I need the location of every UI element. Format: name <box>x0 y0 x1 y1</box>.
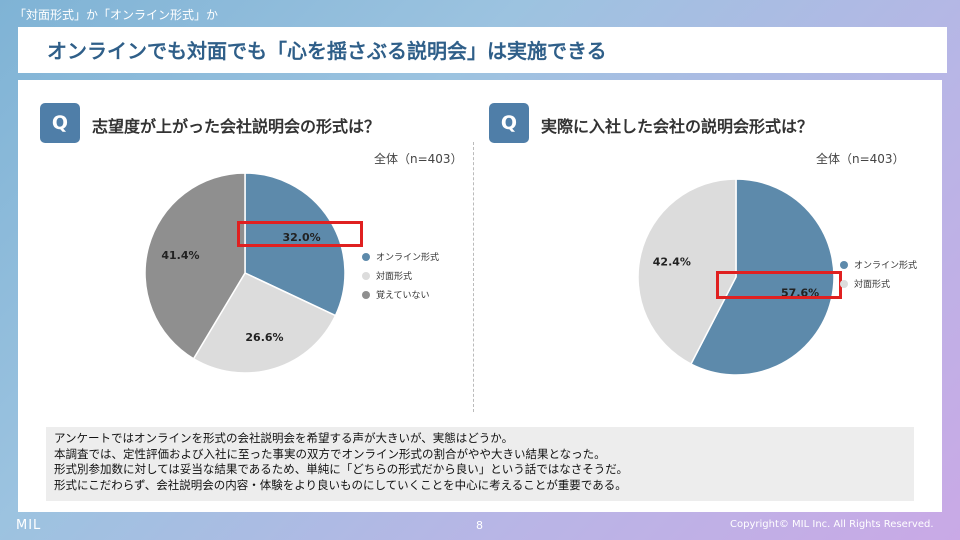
legend-item: オンライン形式 <box>362 247 439 266</box>
pie-slice <box>689 178 835 376</box>
legend-item: 覚えていない <box>362 285 439 304</box>
legend-label: オンライン形式 <box>376 253 440 263</box>
legend-right: オンライン形式 対面形式 <box>840 255 917 293</box>
divider <box>473 142 474 412</box>
legend-dot <box>362 252 370 261</box>
pie-data-label: 32.0% <box>282 231 320 244</box>
legend-item: 対面形式 <box>362 266 439 285</box>
page-number: 8 <box>476 519 483 532</box>
legend-left: オンライン形式 対面形式 覚えていない <box>362 247 439 304</box>
sample-size-left: 全体（n=403） <box>374 152 463 166</box>
mil-logo: MIL <box>16 518 42 533</box>
section-label: 「対面形式」か「オンライン形式」か <box>14 8 219 22</box>
content-panel: Q 志望度が上がった会社説明会の形式は？ 全体（n=403） 32.0% 26.6… <box>18 80 942 512</box>
summary-line: 形式にこだわらず、会社説明会の内容・体験をより良いものにしていくことを中心に考え… <box>54 477 627 492</box>
legend-label: 対面形式 <box>376 272 413 282</box>
page-title: オンラインでも対面でも「心を揺さぶる説明会」は実施できる <box>47 39 607 63</box>
pie-chart-left: 32.0% 26.6% 41.4% <box>144 172 346 374</box>
q-badge-right: Q <box>489 103 529 143</box>
pie-slice <box>192 272 337 374</box>
legend-item: オンライン形式 <box>840 255 917 274</box>
summary-line: 形式別参加数に対しては妥当な結果であるため、単純に「どちらの形式だから良い」とい… <box>54 462 628 476</box>
summary-line: アンケートではオンラインを形式の会社説明会を希望する声が大きいが、実態はどうか。 <box>54 431 514 445</box>
sample-size-right: 全体（n=403） <box>816 152 905 166</box>
legend-dot <box>840 260 848 269</box>
highlight-box-left <box>237 221 363 247</box>
question-left: 志望度が上がった会社説明会の形式は？ <box>92 117 381 136</box>
highlight-box-right <box>716 271 842 299</box>
summary-line: 本調査では、定性評価および入社に至った事実の双方でオンライン形式の割合がやや大き… <box>54 446 606 461</box>
q-badge-left: Q <box>40 103 80 143</box>
pie-slice <box>144 172 246 360</box>
pie-data-label: 41.4% <box>161 249 199 262</box>
legend-dot <box>362 290 370 299</box>
legend-dot <box>362 271 370 280</box>
legend-dot <box>840 279 848 288</box>
pie-data-label: 42.4% <box>653 255 691 268</box>
legend-label: 覚えていない <box>376 291 430 301</box>
legend-label: 対面形式 <box>854 280 891 290</box>
legend-item: 対面形式 <box>840 274 917 293</box>
summary-box: アンケートではオンラインを形式の会社説明会を希望する声が大きいが、実態はどうか。… <box>46 427 914 501</box>
legend-label: オンライン形式 <box>854 261 918 271</box>
title-bar: オンラインでも対面でも「心を揺さぶる説明会」は実施できる <box>18 27 947 73</box>
pie-chart-right: 57.6%42.4% <box>637 178 835 376</box>
question-right: 実際に入社した会社の説明会形式は？ <box>541 117 814 136</box>
pie-slice <box>637 178 737 366</box>
pie-data-label: 26.6% <box>245 331 283 344</box>
copyright: Copyright© MIL Inc. All Rights Reserved. <box>730 519 934 530</box>
